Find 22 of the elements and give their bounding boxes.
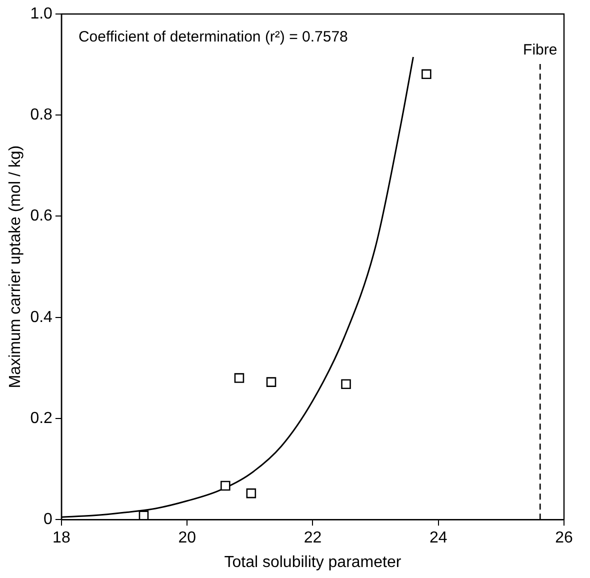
x-tick-label: 26 xyxy=(555,530,573,547)
y-tick-label: 0.2 xyxy=(30,410,53,427)
point xyxy=(341,379,351,389)
x-tick-label: 18 xyxy=(52,530,70,547)
point xyxy=(422,69,432,80)
y-tick-label: 0.8 xyxy=(30,106,53,124)
x-tick-label: 24 xyxy=(429,530,448,547)
y-tick-label: 0.4 xyxy=(30,308,53,326)
point xyxy=(220,480,230,491)
ref-line-label: Fibre xyxy=(523,42,558,59)
y-tick-label: 0 xyxy=(44,511,53,528)
x-tick-label: 22 xyxy=(304,530,322,547)
x-tick-label: 20 xyxy=(178,530,196,547)
point xyxy=(266,377,276,387)
y-tick-label: 0.6 xyxy=(30,208,53,225)
annotation: Coefficient of determination (r²) = 0.7578 xyxy=(78,28,348,46)
point xyxy=(246,488,256,498)
y-axis-title: Maximum carrier uptake (mol / kg) xyxy=(7,145,24,388)
y-tick-label: 1.0 xyxy=(30,5,53,22)
point xyxy=(138,510,149,520)
point xyxy=(234,373,244,383)
x-axis-title: Total solubility parameter xyxy=(224,554,402,571)
